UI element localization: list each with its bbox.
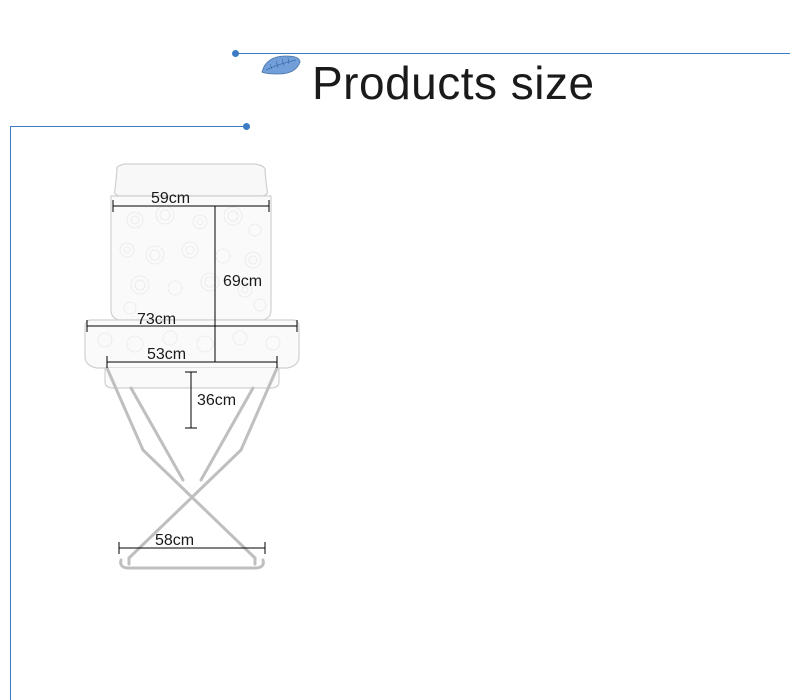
- dim-back-height: 69cm: [223, 273, 262, 291]
- dim-base-width: 58cm: [155, 532, 194, 550]
- frame-line-horizontal: [10, 126, 246, 127]
- dim-arm-width: 73cm: [137, 311, 176, 329]
- page-title: Products size: [312, 56, 595, 110]
- dim-seat-width: 53cm: [147, 346, 186, 364]
- dim-top-width: 59cm: [151, 190, 190, 208]
- leaf-icon: [258, 52, 302, 78]
- product-diagram: 59cm 69cm 73cm 53cm 36cm 58cm: [55, 160, 355, 620]
- dim-seat-height: 36cm: [197, 392, 236, 410]
- frame-line-vertical: [10, 126, 11, 700]
- title-divider-top: [236, 53, 790, 54]
